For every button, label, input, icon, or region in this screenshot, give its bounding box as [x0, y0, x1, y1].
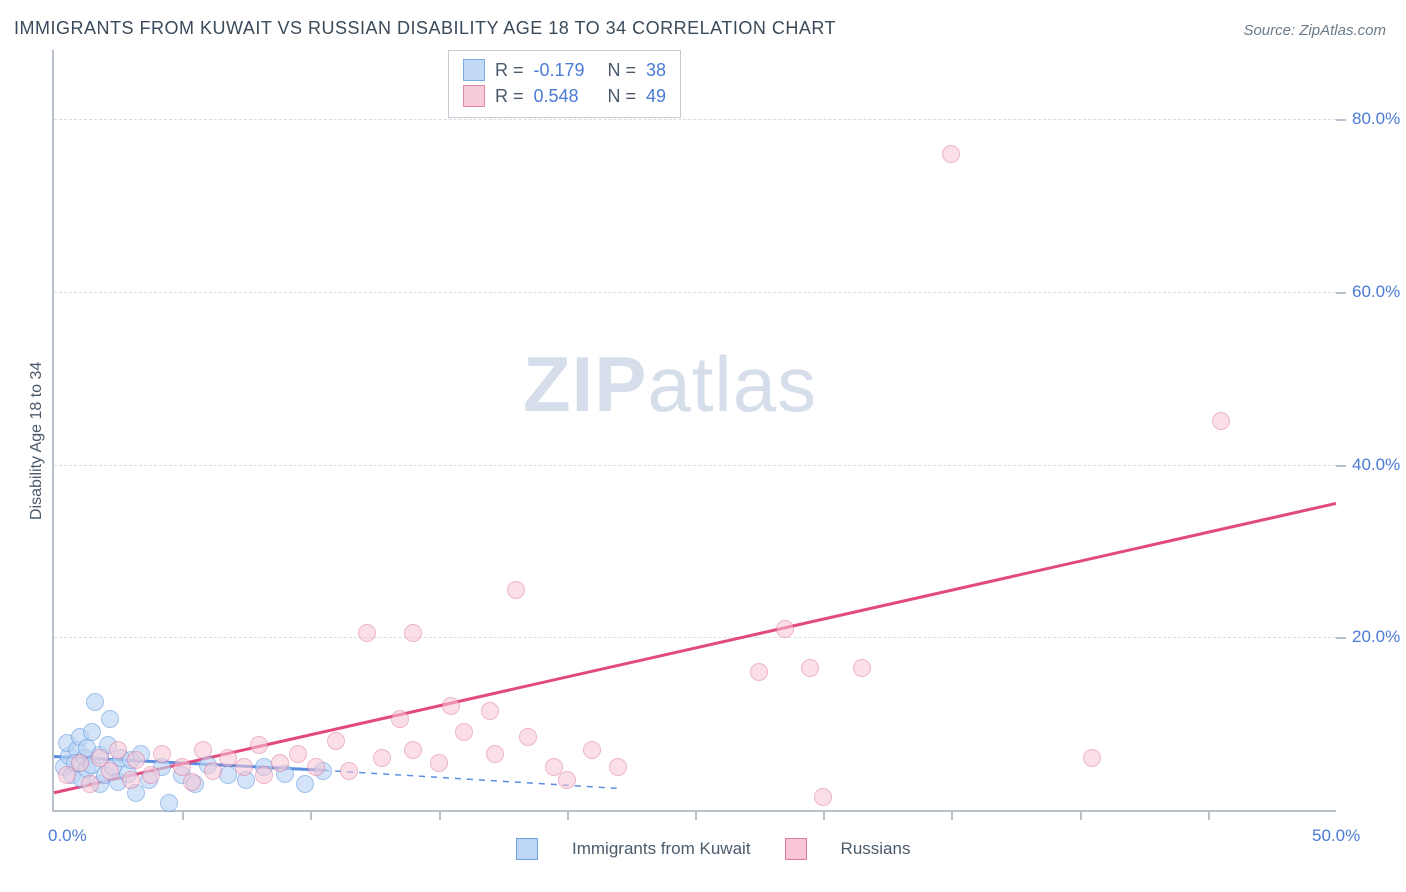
data-point-kuwait — [160, 794, 178, 812]
legend-N-label: N = — [608, 57, 637, 83]
x-tick — [695, 810, 697, 820]
data-point-russians — [127, 751, 145, 769]
series-legend: Immigrants from Kuwait Russians — [516, 838, 910, 860]
x-max-label: 50.0% — [1312, 826, 1360, 846]
scatter-plot-area — [52, 50, 1336, 812]
data-point-russians — [853, 659, 871, 677]
data-point-russians — [358, 624, 376, 642]
data-point-russians — [204, 762, 222, 780]
legend-N-value: 38 — [646, 57, 666, 83]
data-point-russians — [235, 758, 253, 776]
data-point-russians — [750, 663, 768, 681]
y-axis-label: Disability Age 18 to 34 — [28, 362, 46, 520]
x-tick — [1080, 810, 1082, 820]
legend-N-label: N = — [608, 83, 637, 109]
data-point-russians — [153, 745, 171, 763]
data-point-russians — [289, 745, 307, 763]
data-point-russians — [71, 754, 89, 772]
data-point-russians — [373, 749, 391, 767]
data-point-russians — [455, 723, 473, 741]
series-swatch-kuwait — [516, 838, 538, 860]
x-tick — [951, 810, 953, 820]
x-tick — [1208, 810, 1210, 820]
source-attribution: Source: ZipAtlas.com — [1243, 22, 1386, 39]
legend-R-label: R = — [495, 57, 524, 83]
legend-R-label: R = — [495, 83, 524, 109]
data-point-russians — [481, 702, 499, 720]
data-point-russians — [109, 741, 127, 759]
data-point-russians — [250, 736, 268, 754]
data-point-russians — [327, 732, 345, 750]
series-label-russians: Russians — [841, 839, 911, 859]
data-point-kuwait — [86, 693, 104, 711]
y-tick — [1336, 292, 1346, 294]
data-point-russians — [1212, 412, 1230, 430]
data-point-russians — [442, 697, 460, 715]
data-point-russians — [404, 741, 422, 759]
y-tick-label: 80.0% — [1352, 109, 1400, 129]
x-tick — [439, 810, 441, 820]
y-tick-label: 60.0% — [1352, 282, 1400, 302]
data-point-russians — [942, 145, 960, 163]
legend-N-value: 49 — [646, 83, 666, 109]
data-point-russians — [814, 788, 832, 806]
data-point-russians — [430, 754, 448, 772]
data-point-russians — [142, 766, 160, 784]
data-point-russians — [183, 773, 201, 791]
legend-R-value: 0.548 — [534, 83, 598, 109]
data-point-russians — [558, 771, 576, 789]
data-point-russians — [340, 762, 358, 780]
data-point-russians — [271, 754, 289, 772]
data-point-russians — [486, 745, 504, 763]
x-tick — [823, 810, 825, 820]
legend-row-kuwait: R = -0.179 N = 38 — [463, 57, 666, 83]
correlation-legend: R = -0.179 N = 38 R = 0.548 N = 49 — [448, 50, 681, 118]
data-point-russians — [776, 620, 794, 638]
data-point-russians — [404, 624, 422, 642]
x-tick — [310, 810, 312, 820]
y-tick — [1336, 637, 1346, 639]
y-tick — [1336, 465, 1346, 467]
legend-row-russians: R = 0.548 N = 49 — [463, 83, 666, 109]
trendline-russians — [54, 503, 1336, 792]
legend-swatch-kuwait — [463, 59, 485, 81]
legend-swatch-russians — [463, 85, 485, 107]
legend-R-value: -0.179 — [534, 57, 598, 83]
chart-title: IMMIGRANTS FROM KUWAIT VS RUSSIAN DISABI… — [14, 18, 836, 39]
y-tick-label: 40.0% — [1352, 455, 1400, 475]
x-tick — [182, 810, 184, 820]
x-tick — [567, 810, 569, 820]
trendlines-layer — [54, 50, 1336, 810]
data-point-russians — [1083, 749, 1101, 767]
data-point-russians — [194, 741, 212, 759]
data-point-russians — [81, 775, 99, 793]
series-swatch-russians — [785, 838, 807, 860]
y-tick — [1336, 119, 1346, 121]
data-point-russians — [583, 741, 601, 759]
data-point-russians — [255, 766, 273, 784]
data-point-russians — [122, 771, 140, 789]
y-tick-label: 20.0% — [1352, 627, 1400, 647]
data-point-kuwait — [101, 710, 119, 728]
data-point-russians — [801, 659, 819, 677]
series-label-kuwait: Immigrants from Kuwait — [572, 839, 751, 859]
data-point-kuwait — [83, 723, 101, 741]
data-point-russians — [519, 728, 537, 746]
data-point-russians — [101, 762, 119, 780]
data-point-kuwait — [296, 775, 314, 793]
data-point-russians — [609, 758, 627, 776]
x-min-label: 0.0% — [48, 826, 87, 846]
data-point-russians — [307, 758, 325, 776]
data-point-russians — [507, 581, 525, 599]
data-point-russians — [391, 710, 409, 728]
